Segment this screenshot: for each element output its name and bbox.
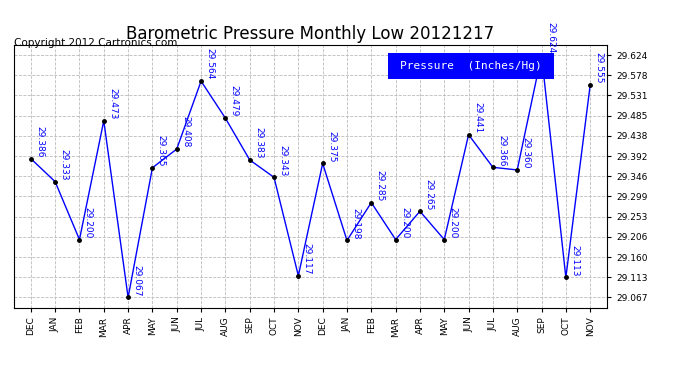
Text: 29.555: 29.555 bbox=[595, 52, 604, 84]
Text: 29.113: 29.113 bbox=[570, 244, 579, 276]
Text: 29.383: 29.383 bbox=[254, 127, 263, 159]
Text: 29.265: 29.265 bbox=[424, 178, 433, 210]
Text: 29.479: 29.479 bbox=[230, 86, 239, 117]
Text: 29.333: 29.333 bbox=[59, 149, 68, 180]
Text: 29.386: 29.386 bbox=[35, 126, 44, 158]
Text: 29.366: 29.366 bbox=[497, 135, 506, 166]
Text: 29.285: 29.285 bbox=[375, 170, 385, 201]
Text: 29.360: 29.360 bbox=[522, 137, 531, 169]
Text: 29.200: 29.200 bbox=[84, 207, 93, 238]
Text: 29.067: 29.067 bbox=[132, 265, 141, 296]
Text: 29.408: 29.408 bbox=[181, 116, 190, 148]
Text: 29.365: 29.365 bbox=[157, 135, 166, 166]
Text: Copyright 2012 Cartronics.com: Copyright 2012 Cartronics.com bbox=[14, 38, 177, 48]
Text: 29.198: 29.198 bbox=[351, 208, 360, 239]
Text: 29.117: 29.117 bbox=[303, 243, 312, 274]
Title: Barometric Pressure Monthly Low 20121217: Barometric Pressure Monthly Low 20121217 bbox=[126, 26, 495, 44]
Text: 29.441: 29.441 bbox=[473, 102, 482, 134]
Text: 29.200: 29.200 bbox=[448, 207, 457, 238]
Text: 29.564: 29.564 bbox=[206, 48, 215, 80]
Text: 29.473: 29.473 bbox=[108, 88, 117, 120]
Text: 29.343: 29.343 bbox=[278, 145, 288, 176]
Text: 29.200: 29.200 bbox=[400, 207, 409, 238]
Text: 29.624: 29.624 bbox=[546, 22, 555, 54]
Text: 29.375: 29.375 bbox=[327, 130, 336, 162]
